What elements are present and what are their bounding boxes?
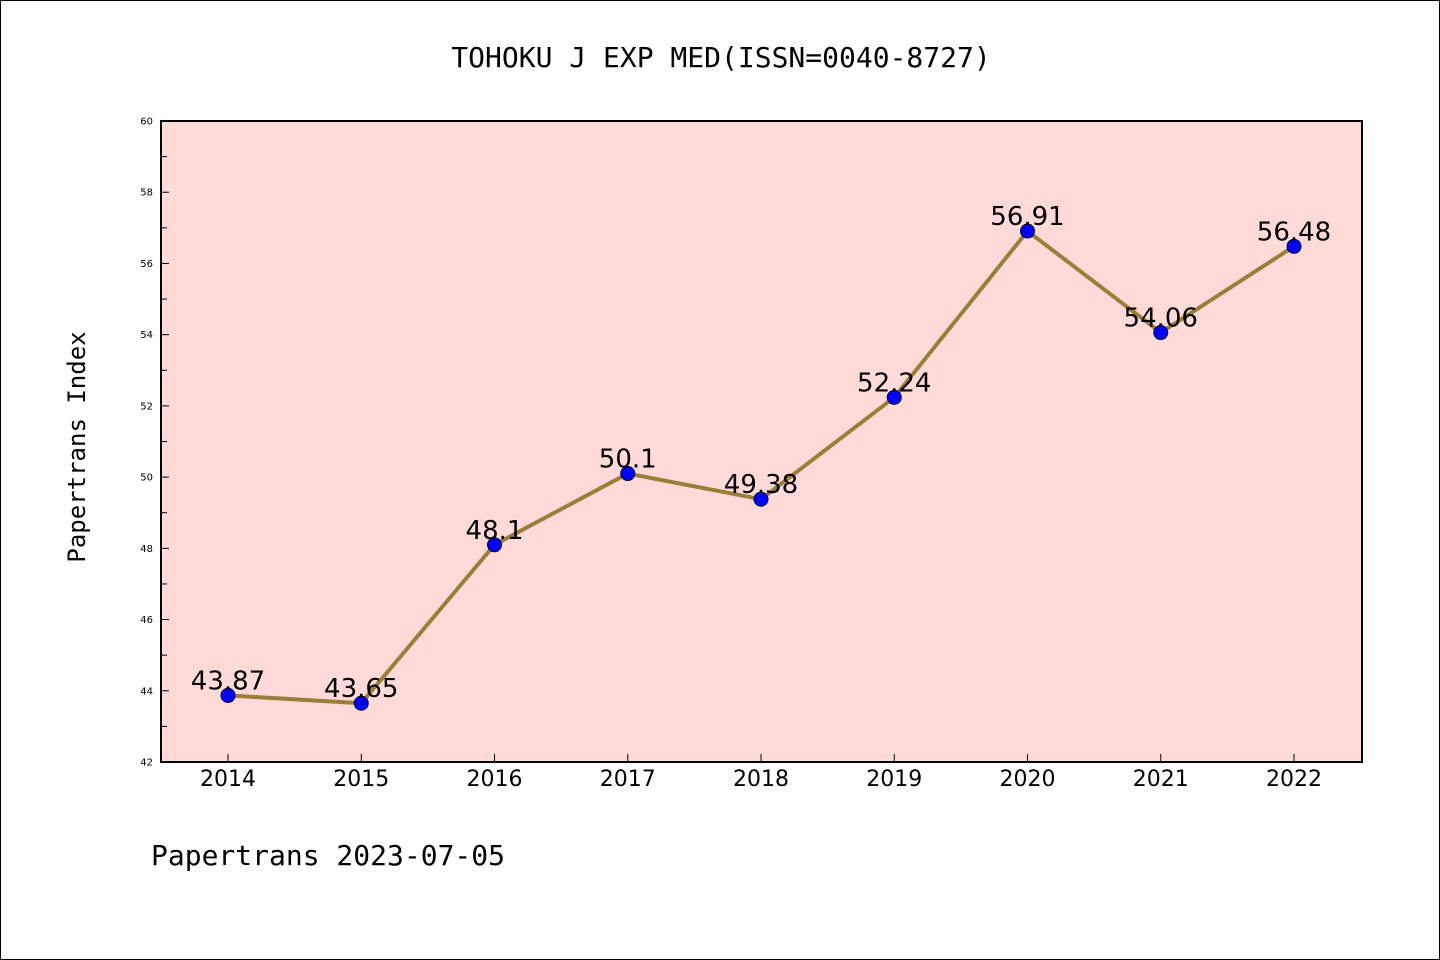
y-tick-label: 54 [140,330,153,341]
data-point [1286,238,1302,254]
data-point [753,491,769,507]
data-point [487,537,502,553]
data-label: 48.1 [466,516,524,546]
data-point [1020,223,1035,239]
y-tick-label: 56 [140,259,153,270]
data-label: 43.87 [191,666,265,696]
x-tick-label: 2017 [600,767,656,792]
y-tick-label: 58 [140,188,153,199]
data-label: 43.65 [324,674,398,704]
y-tick-label: 60 [140,117,153,128]
y-axis-label: Papertrans Index [63,331,91,562]
data-labels: 43.87 43.65 48.1 50.1 49.38 52.24 56.91 54.06 56… [191,202,1331,704]
data-markers [220,223,1302,711]
chart-title: TOHOKU J EXP MED(ISSN=0040-8727) [451,41,990,74]
footer-credit: Papertrans 2023-07-05 [151,839,505,872]
y-tick-label: 42 [140,758,153,769]
x-axis-ticks: 2014 2015 2016 2017 2018 2019 2020 2021 2022 [200,754,1322,792]
data-point [886,389,902,405]
data-label: 54.06 [1124,304,1198,334]
y-axis-ticks: 42 44 46 48 50 52 54 56 58 60 [140,117,169,769]
y-tick-label: 50 [140,473,153,484]
data-point [220,687,236,703]
x-tick-label: 2014 [200,767,256,792]
data-label: 56.48 [1257,217,1331,247]
x-tick-label: 2021 [1133,767,1189,792]
data-label: 50.1 [599,445,657,475]
data-label: 52.24 [857,368,931,398]
data-point [1153,325,1169,341]
data-point [620,466,636,482]
plot-area [160,120,1363,763]
y-tick-label: 46 [140,615,153,626]
y-tick-label: 52 [140,401,153,412]
y-tick-label: 48 [140,544,153,555]
y-tick-label: 44 [140,686,153,697]
x-tick-label: 2018 [733,767,789,792]
x-tick-label: 2019 [866,767,922,792]
x-tick-label: 2016 [467,767,523,792]
data-label: 56.91 [990,202,1064,232]
x-tick-label: 2020 [1000,767,1056,792]
x-tick-label: 2022 [1266,767,1322,792]
data-label: 49.38 [724,470,798,500]
x-tick-label: 2015 [333,767,389,792]
data-point [353,695,369,711]
